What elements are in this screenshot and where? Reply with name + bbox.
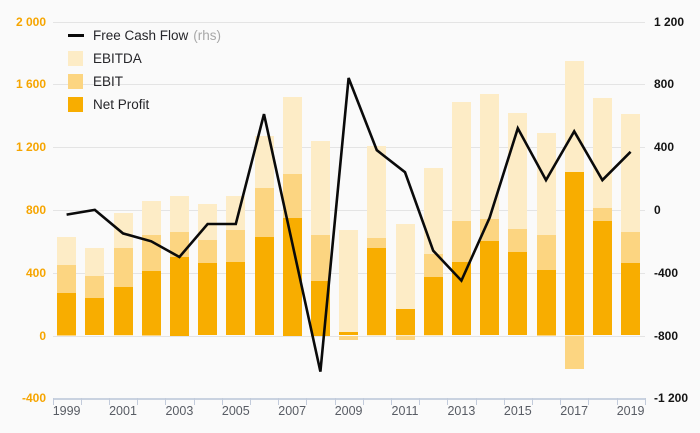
left-axis-tick-label: 400: [25, 265, 46, 280]
x-axis-tick: [306, 398, 308, 406]
bar-net-profit-2012: [423, 277, 443, 336]
right-axis-tick-label: 400: [654, 140, 675, 155]
bar-ebitda-2011: [395, 224, 415, 336]
net-profit-swatch-icon: [68, 97, 83, 112]
x-axis-year-label: 2013: [447, 404, 476, 418]
x-axis-tick: [419, 398, 421, 406]
x-axis-year-label: 2019: [616, 404, 645, 418]
x-axis-tick: [80, 398, 82, 406]
bar-net-profit-2018: [592, 220, 612, 336]
x-axis-tick: [475, 398, 477, 406]
legend-label: EBITDA: [93, 51, 142, 66]
x-axis-tick: [560, 398, 562, 406]
legend-item-ebit: EBIT: [68, 70, 221, 93]
left-axis-tick-label: 1 200: [15, 140, 46, 155]
x-axis-tick: [249, 398, 251, 406]
gridline: [52, 209, 645, 211]
gridline: [52, 147, 645, 149]
line-swatch-icon: [68, 34, 84, 37]
x-axis-tick: [616, 398, 618, 406]
bar-net-profit-2007: [282, 217, 302, 336]
x-axis-year-label: 2001: [109, 404, 137, 418]
gridline: [52, 21, 645, 23]
x-axis-tick: [362, 398, 364, 406]
x-axis-tick: [390, 398, 392, 406]
x-axis-year-label: 2009: [334, 404, 363, 418]
bar-net-profit-2015: [508, 252, 528, 336]
bar-net-profit-2016: [536, 269, 556, 336]
bar-ebit-2009: [339, 335, 359, 341]
bar-net-profit-2013: [451, 261, 471, 336]
right-axis-tick-label: -1 200: [654, 391, 689, 406]
x-axis-year-label: 2003: [165, 404, 194, 418]
x-axis-tick: [503, 398, 505, 406]
ebitda-swatch-icon: [68, 51, 83, 66]
x-axis-year-label: 2017: [560, 404, 589, 418]
left-axis-tick-label: 0: [39, 328, 46, 343]
right-axis-tick-label: 0: [654, 202, 661, 217]
bar-net-profit-2011: [395, 308, 415, 336]
bar-net-profit-2019: [621, 263, 641, 336]
left-axis-tick-label: -400: [21, 391, 46, 406]
bar-net-profit-2010: [367, 247, 387, 336]
x-axis-tick: [221, 398, 223, 406]
legend-item-free-cash-flow: Free Cash Flow (rhs): [68, 24, 221, 47]
x-axis-year-label: 2005: [221, 404, 250, 418]
x-axis-tick: [447, 398, 449, 406]
bar-net-profit-2002: [141, 271, 161, 336]
bar-net-profit-2005: [226, 261, 246, 336]
legend-label: Net Profit: [93, 97, 150, 112]
right-axis-tick-label: 800: [654, 77, 675, 92]
x-axis-tick: [588, 398, 590, 406]
x-axis-tick: [644, 398, 646, 406]
bar-net-profit-2003: [169, 257, 189, 336]
bar-net-profit-2004: [198, 263, 218, 336]
bar-net-profit-2009: [339, 331, 359, 336]
right-axis-tick-label: 1 200: [654, 14, 685, 29]
legend: Free Cash Flow (rhs) EBITDA EBIT Net Pro…: [68, 24, 221, 116]
bar-net-profit-2001: [113, 286, 133, 336]
bar-net-profit-1999: [57, 293, 77, 336]
x-axis-year-label: 2011: [391, 404, 419, 418]
legend-label: EBIT: [93, 74, 124, 89]
legend-item-ebitda: EBITDA: [68, 47, 221, 70]
x-axis-tick: [52, 398, 54, 406]
x-axis-year-label: 2007: [278, 404, 307, 418]
left-axis-tick-label: 2 000: [15, 14, 46, 29]
x-axis-tick: [193, 398, 195, 406]
x-axis-tick: [165, 398, 167, 406]
bar-net-profit-2006: [254, 236, 274, 336]
bar-net-profit-2014: [480, 241, 500, 336]
x-axis-year-label: 2015: [503, 404, 532, 418]
bar-ebitda-2009: [339, 230, 359, 336]
left-axis-tick-label: 800: [25, 202, 46, 217]
bar-net-profit-2000: [85, 297, 105, 336]
x-axis-tick: [531, 398, 533, 406]
right-axis-tick-label: -400: [654, 265, 679, 280]
bar-ebit-2017: [564, 335, 584, 369]
legend-label: Free Cash Flow: [93, 28, 189, 43]
right-axis-tick-label: -800: [654, 328, 679, 343]
x-axis-tick: [278, 398, 280, 406]
left-axis-tick-label: 1 600: [15, 77, 46, 92]
legend-rhs-suffix: (rhs): [193, 28, 222, 43]
ebit-swatch-icon: [68, 74, 83, 89]
x-axis-tick: [108, 398, 110, 406]
x-axis-tick: [137, 398, 139, 406]
x-axis-year-label: 1999: [52, 404, 81, 418]
bar-ebit-2011: [395, 335, 415, 341]
legend-item-net-profit: Net Profit: [68, 93, 221, 116]
x-axis-tick: [334, 398, 336, 406]
x-axis-line: [52, 398, 645, 401]
bar-net-profit-2017: [564, 172, 584, 336]
